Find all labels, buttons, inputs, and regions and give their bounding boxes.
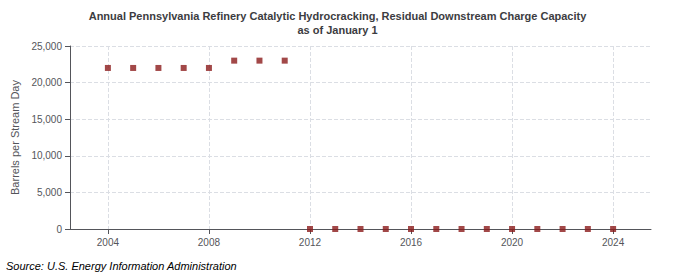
svg-text:25,000: 25,000	[31, 41, 62, 52]
svg-text:2008: 2008	[198, 237, 221, 248]
svg-text:15,000: 15,000	[31, 114, 62, 125]
svg-text:as of January 1: as of January 1	[297, 24, 377, 36]
svg-text:Source: U.S. Energy Informatio: Source: U.S. Energy Information Administ…	[6, 260, 237, 272]
svg-text:2020: 2020	[501, 237, 524, 248]
svg-text:Barrels per Stream Day: Barrels per Stream Day	[9, 80, 21, 195]
svg-text:2004: 2004	[97, 237, 120, 248]
svg-text:20,000: 20,000	[31, 77, 62, 88]
svg-text:5,000: 5,000	[37, 187, 62, 198]
svg-text:2012: 2012	[299, 237, 322, 248]
svg-text:10,000: 10,000	[31, 150, 62, 161]
svg-text:2024: 2024	[602, 237, 625, 248]
svg-text:0: 0	[56, 224, 62, 235]
svg-text:2016: 2016	[400, 237, 423, 248]
svg-text:Annual Pennsylvania Refinery C: Annual Pennsylvania Refinery Catalytic H…	[89, 10, 587, 22]
